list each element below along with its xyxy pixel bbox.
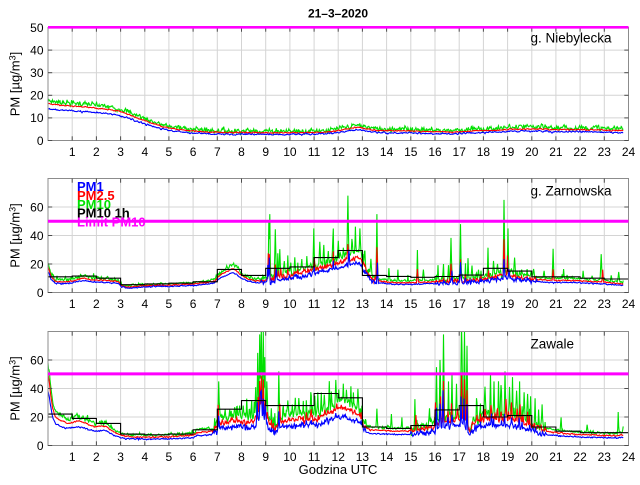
svg-text:9: 9 bbox=[262, 450, 269, 464]
svg-text:PM2.5: PM2.5 bbox=[77, 188, 115, 203]
svg-text:14: 14 bbox=[380, 450, 394, 464]
svg-text:12: 12 bbox=[332, 297, 346, 311]
svg-text:1: 1 bbox=[69, 450, 76, 464]
svg-text:40: 40 bbox=[30, 382, 44, 396]
svg-text:PM [µg/m3]: PM [µg/m3] bbox=[8, 52, 23, 117]
svg-text:40: 40 bbox=[30, 43, 44, 57]
svg-text:PM [µg/m3]: PM [µg/m3] bbox=[8, 356, 23, 421]
svg-text:9: 9 bbox=[262, 297, 269, 311]
svg-text:21: 21 bbox=[549, 450, 563, 464]
svg-text:20: 20 bbox=[525, 450, 539, 464]
svg-text:18: 18 bbox=[477, 297, 491, 311]
svg-text:23: 23 bbox=[598, 145, 612, 159]
svg-text:g. Zarnowska: g. Zarnowska bbox=[531, 184, 613, 199]
svg-text:11: 11 bbox=[308, 297, 321, 311]
svg-text:8: 8 bbox=[238, 297, 245, 311]
svg-text:PM10 1h: PM10 1h bbox=[77, 206, 130, 221]
svg-text:PM10: PM10 bbox=[77, 197, 111, 212]
svg-text:20: 20 bbox=[30, 410, 44, 424]
svg-text:22: 22 bbox=[573, 145, 587, 159]
svg-text:10: 10 bbox=[283, 297, 297, 311]
svg-text:50: 50 bbox=[30, 21, 44, 35]
svg-text:15: 15 bbox=[404, 297, 418, 311]
svg-text:10: 10 bbox=[30, 111, 44, 125]
svg-text:60: 60 bbox=[30, 353, 44, 367]
svg-text:40: 40 bbox=[30, 229, 44, 243]
svg-text:2: 2 bbox=[93, 145, 100, 159]
svg-text:21: 21 bbox=[549, 145, 563, 159]
svg-text:20: 20 bbox=[30, 89, 44, 103]
svg-text:7: 7 bbox=[214, 450, 221, 464]
svg-text:8: 8 bbox=[238, 450, 245, 464]
svg-text:6: 6 bbox=[190, 297, 197, 311]
svg-text:19: 19 bbox=[501, 145, 515, 159]
svg-text:21: 21 bbox=[549, 297, 563, 311]
svg-text:10: 10 bbox=[283, 450, 297, 464]
svg-text:15: 15 bbox=[404, 145, 418, 159]
svg-text:PM1: PM1 bbox=[77, 179, 104, 194]
svg-text:g. Niebylecka: g. Niebylecka bbox=[531, 31, 613, 46]
svg-text:20: 20 bbox=[525, 297, 539, 311]
svg-text:16: 16 bbox=[428, 145, 442, 159]
svg-text:8: 8 bbox=[238, 145, 245, 159]
svg-text:17: 17 bbox=[453, 145, 467, 159]
svg-text:3: 3 bbox=[117, 297, 124, 311]
svg-text:6: 6 bbox=[190, 450, 197, 464]
svg-text:6: 6 bbox=[190, 145, 197, 159]
svg-text:10: 10 bbox=[283, 145, 297, 159]
svg-text:4: 4 bbox=[141, 145, 148, 159]
svg-text:7: 7 bbox=[214, 297, 221, 311]
svg-text:5: 5 bbox=[166, 145, 173, 159]
svg-text:24: 24 bbox=[622, 450, 636, 464]
svg-text:Godzina UTC: Godzina UTC bbox=[299, 462, 378, 477]
svg-text:7: 7 bbox=[214, 145, 221, 159]
svg-text:9: 9 bbox=[262, 145, 269, 159]
svg-text:19: 19 bbox=[501, 450, 515, 464]
svg-text:14: 14 bbox=[380, 297, 394, 311]
svg-text:5: 5 bbox=[166, 297, 173, 311]
svg-text:1: 1 bbox=[69, 297, 76, 311]
svg-text:13: 13 bbox=[356, 297, 370, 311]
svg-text:13: 13 bbox=[356, 145, 370, 159]
svg-text:0: 0 bbox=[37, 134, 44, 148]
svg-text:21–3–2020: 21–3–2020 bbox=[308, 6, 368, 20]
svg-text:19: 19 bbox=[501, 297, 515, 311]
svg-text:60: 60 bbox=[30, 200, 44, 214]
svg-text:2: 2 bbox=[93, 297, 100, 311]
svg-text:16: 16 bbox=[428, 297, 442, 311]
svg-text:23: 23 bbox=[598, 450, 612, 464]
svg-text:18: 18 bbox=[477, 450, 491, 464]
svg-text:16: 16 bbox=[428, 450, 442, 464]
svg-text:3: 3 bbox=[117, 145, 124, 159]
svg-text:22: 22 bbox=[573, 297, 587, 311]
svg-text:5: 5 bbox=[166, 450, 173, 464]
svg-text:11: 11 bbox=[308, 145, 321, 159]
svg-text:13: 13 bbox=[356, 450, 370, 464]
svg-text:20: 20 bbox=[525, 145, 539, 159]
svg-text:22: 22 bbox=[573, 450, 587, 464]
svg-text:14: 14 bbox=[380, 145, 394, 159]
svg-text:24: 24 bbox=[622, 145, 636, 159]
svg-text:11: 11 bbox=[308, 450, 321, 464]
svg-text:12: 12 bbox=[332, 450, 346, 464]
svg-text:24: 24 bbox=[622, 297, 636, 311]
svg-text:PM [µg/m3]: PM [µg/m3] bbox=[8, 203, 23, 268]
svg-text:Limit PM10: Limit PM10 bbox=[77, 214, 146, 229]
svg-text:18: 18 bbox=[477, 145, 491, 159]
svg-text:17: 17 bbox=[453, 450, 467, 464]
svg-text:15: 15 bbox=[404, 450, 418, 464]
svg-text:30: 30 bbox=[30, 66, 44, 80]
svg-text:17: 17 bbox=[453, 297, 467, 311]
svg-text:4: 4 bbox=[141, 450, 148, 464]
svg-text:0: 0 bbox=[37, 286, 44, 300]
svg-text:2: 2 bbox=[93, 450, 100, 464]
svg-text:3: 3 bbox=[117, 450, 124, 464]
svg-text:0: 0 bbox=[37, 439, 44, 453]
svg-text:20: 20 bbox=[30, 257, 44, 271]
svg-text:Zawale: Zawale bbox=[531, 337, 575, 352]
svg-text:12: 12 bbox=[332, 145, 346, 159]
svg-text:1: 1 bbox=[69, 145, 76, 159]
svg-text:4: 4 bbox=[141, 297, 148, 311]
svg-text:23: 23 bbox=[598, 297, 612, 311]
